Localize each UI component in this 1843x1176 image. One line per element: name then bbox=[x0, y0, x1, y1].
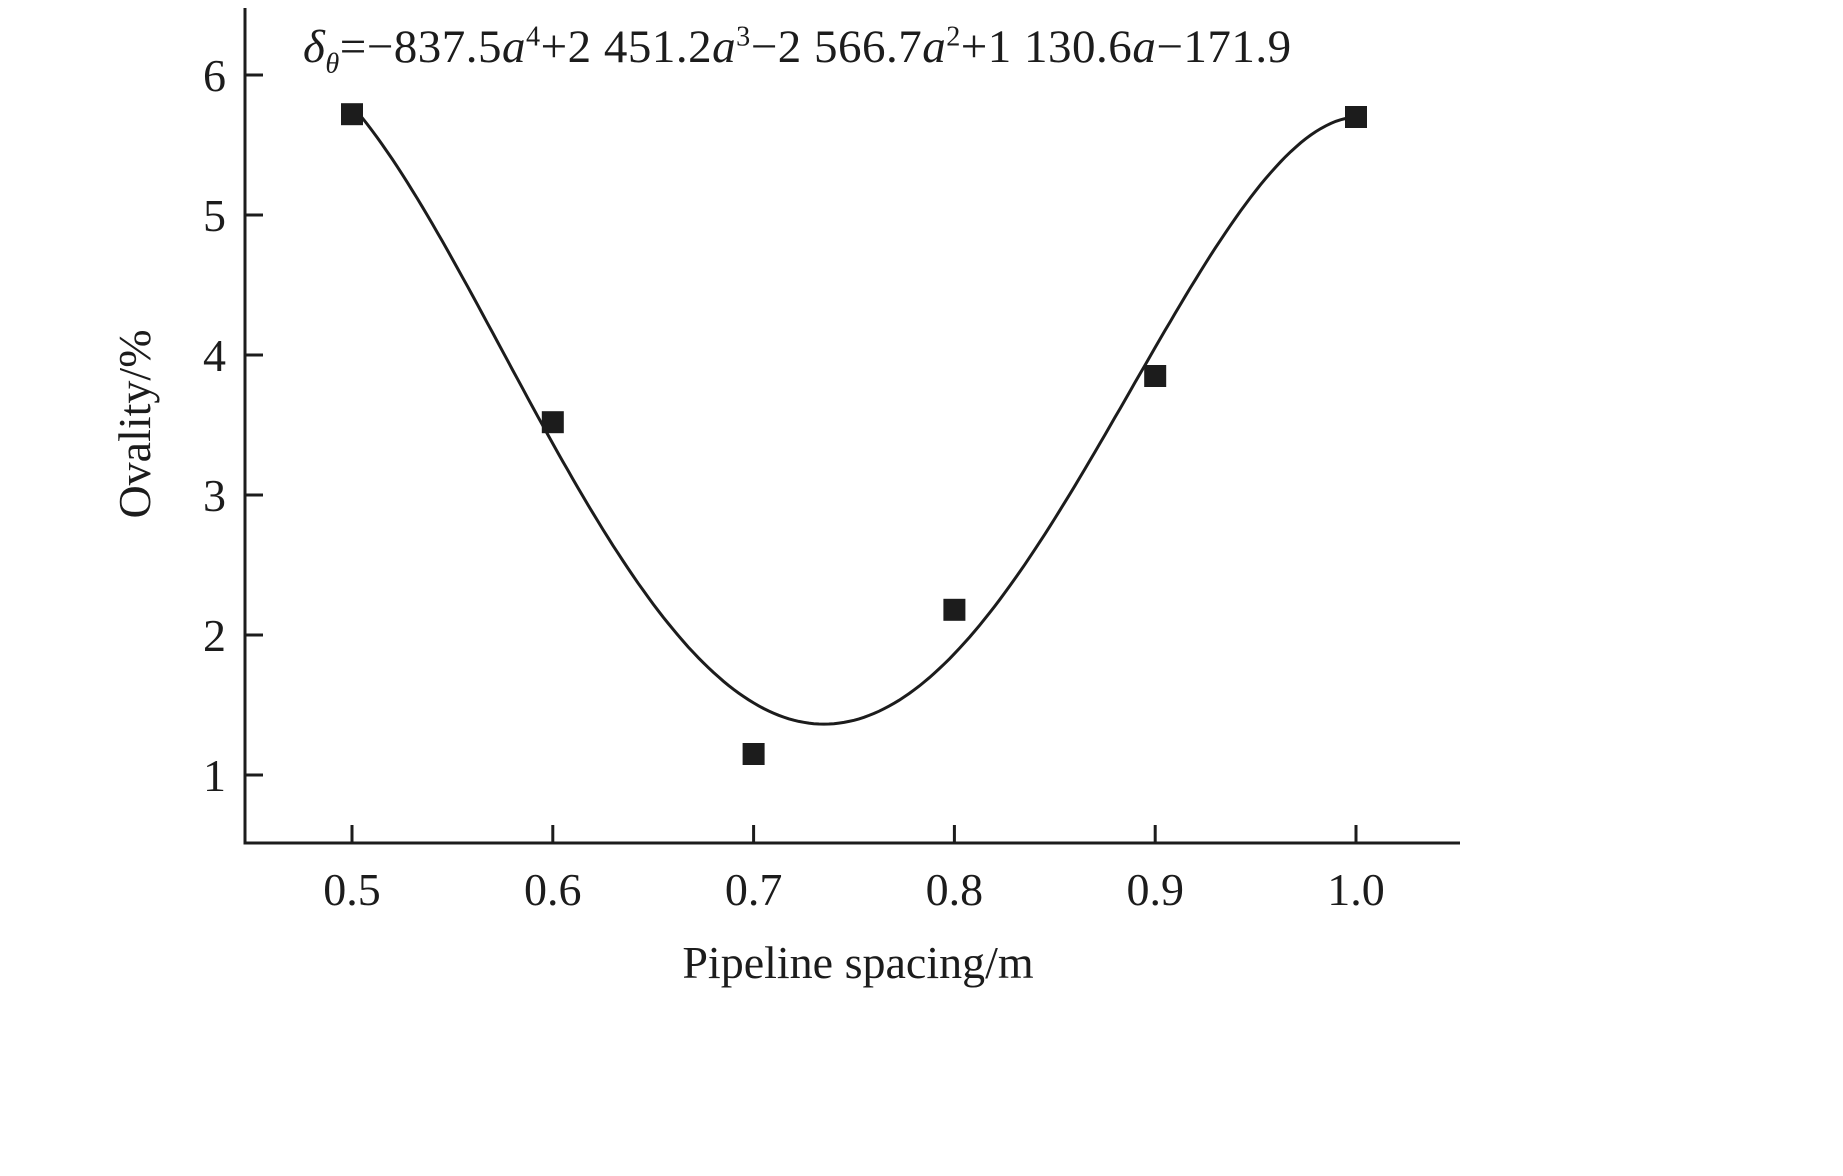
equation-segment-text: −171.9 bbox=[1156, 21, 1292, 73]
equation-segment-var: δ bbox=[303, 21, 326, 73]
x-tick-label: 1.0 bbox=[1327, 864, 1385, 915]
equation-segment-sup: 4 bbox=[525, 21, 541, 53]
axes bbox=[243, 8, 1460, 845]
data-points bbox=[341, 103, 1367, 765]
data-point bbox=[541, 411, 564, 434]
x-tick-label: 0.8 bbox=[926, 864, 984, 915]
tick-labels: 1 2 3 4 5 6 0.5 0.6 0.7 0.8 0.9 1.0 bbox=[203, 50, 1385, 915]
equation-segment-var: a bbox=[501, 21, 526, 73]
equation-segment-text: +2 451.2 bbox=[540, 21, 713, 73]
y-tick-label: 3 bbox=[203, 470, 226, 521]
tick-marks bbox=[245, 73, 1358, 843]
equation-segment-sup: 3 bbox=[736, 21, 751, 53]
equation-segment-var: a bbox=[1132, 21, 1157, 73]
axis-lines bbox=[243, 8, 1460, 845]
x-tick-label: 0.6 bbox=[524, 864, 582, 915]
fit-curve-line bbox=[350, 104, 1357, 726]
y-axis-label: Ovality/% bbox=[109, 329, 160, 518]
data-point bbox=[1144, 365, 1167, 387]
y-tick-label: 2 bbox=[203, 610, 226, 661]
data-point bbox=[1345, 106, 1367, 128]
fit-equation: δθ=−837.5a4+2 451.2a3−2 566.7a2+1 130.6a… bbox=[303, 20, 1292, 78]
y-tick-label: 1 bbox=[203, 750, 226, 801]
equation-segment-text: +1 130.6 bbox=[960, 21, 1133, 73]
data-point bbox=[943, 598, 966, 621]
y-tick-label: 6 bbox=[203, 50, 226, 101]
data-point bbox=[742, 743, 765, 765]
equation-segment-sup: 2 bbox=[946, 21, 961, 53]
equation-segment-text: =−837.5 bbox=[339, 21, 502, 73]
equation-segment-var: a bbox=[712, 21, 737, 73]
x-tick-label: 0.7 bbox=[725, 864, 783, 915]
y-tick-label: 5 bbox=[203, 190, 226, 241]
x-tick-label: 0.5 bbox=[323, 864, 381, 915]
x-tick-label: 0.9 bbox=[1126, 864, 1184, 915]
equation-segment-sub: θ bbox=[325, 48, 340, 80]
equation-segment-var: a bbox=[922, 21, 947, 73]
x-axis-label: Pipeline spacing/m bbox=[682, 937, 1034, 988]
data-point bbox=[341, 103, 363, 126]
y-tick-label: 4 bbox=[203, 330, 226, 381]
equation-segment-text: −2 566.7 bbox=[750, 21, 923, 73]
